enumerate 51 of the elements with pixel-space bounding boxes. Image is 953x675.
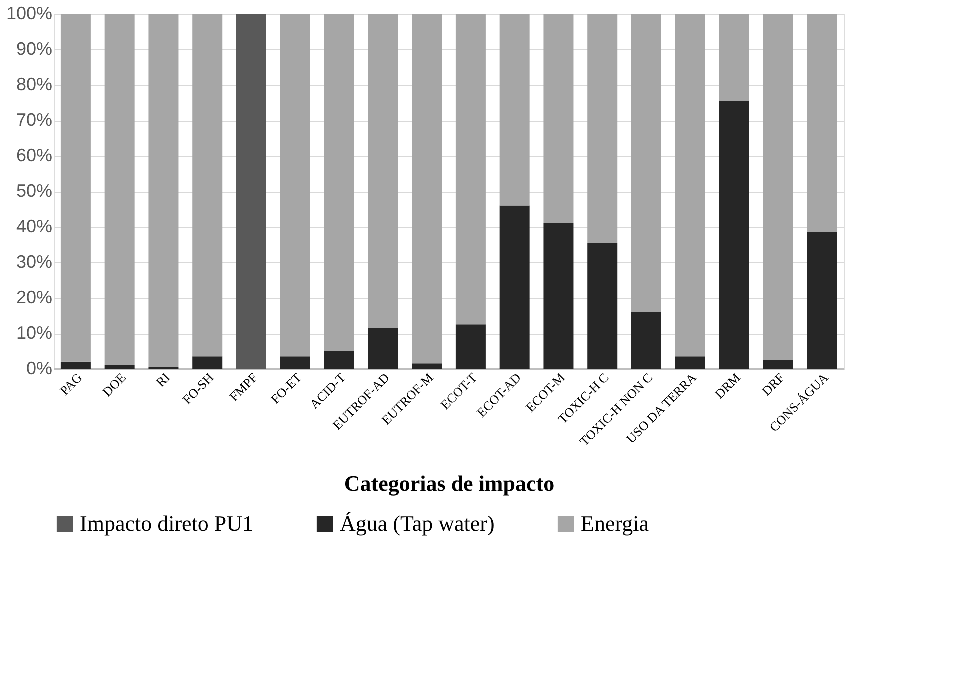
bar	[148, 14, 179, 368]
bar	[719, 14, 750, 101]
bar	[500, 14, 530, 206]
bar	[763, 360, 794, 369]
bar	[412, 364, 442, 369]
bar	[368, 14, 398, 328]
bar	[675, 356, 706, 369]
bar	[807, 232, 838, 369]
y-tick-label: 100%	[6, 4, 52, 24]
bar	[368, 328, 398, 369]
legend-label: Impacto direto PU1	[80, 511, 254, 536]
y-tick-label: 80%	[16, 74, 52, 94]
bar	[60, 362, 91, 369]
bar	[192, 14, 223, 357]
bar	[236, 14, 266, 369]
bar	[675, 14, 706, 357]
y-tick-label: 0%	[26, 358, 52, 378]
y-tick-label: 50%	[16, 181, 52, 201]
bar	[104, 365, 135, 369]
legend-label: Água (Tap water)	[340, 511, 495, 536]
bar	[544, 14, 574, 224]
y-tick-label: 60%	[16, 146, 52, 166]
bar	[280, 356, 310, 369]
y-tick-label: 20%	[16, 288, 52, 308]
legend-label: Energia	[581, 511, 650, 536]
bar	[412, 14, 442, 364]
bar	[60, 14, 91, 362]
bar	[192, 356, 223, 369]
bar	[632, 312, 662, 369]
bar	[104, 14, 135, 366]
bar	[588, 242, 618, 369]
bar	[324, 14, 354, 352]
x-axis-title: Categorias de impacto	[344, 470, 555, 496]
bar	[588, 14, 618, 243]
bar	[632, 14, 662, 312]
bar	[456, 14, 486, 325]
y-tick-label: 70%	[16, 110, 52, 130]
bar	[763, 14, 794, 360]
bar	[544, 223, 574, 369]
y-tick-label: 90%	[16, 39, 52, 59]
bar	[807, 14, 838, 232]
bar	[324, 351, 354, 369]
x-tick-label: RI	[153, 370, 173, 390]
x-tick-label: PAG	[56, 370, 86, 398]
bar	[280, 14, 310, 357]
bar	[456, 324, 486, 369]
bar	[719, 100, 750, 369]
y-tick-label: 30%	[16, 252, 52, 272]
bar	[500, 206, 530, 369]
y-tick-label: 10%	[16, 323, 52, 343]
y-tick-label: 40%	[16, 216, 52, 236]
